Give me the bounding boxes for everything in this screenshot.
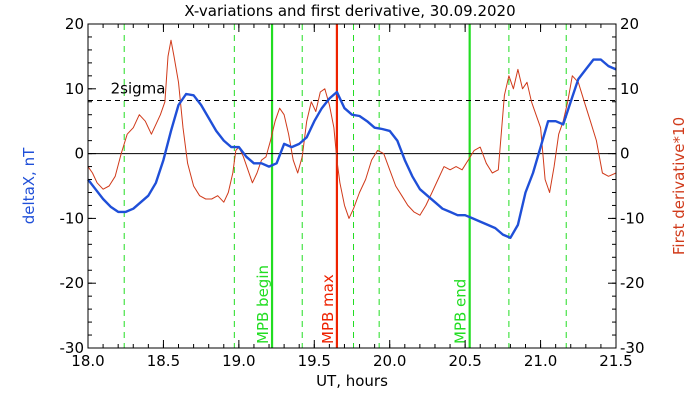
y-axis-right-label: First derivative*10 [670, 117, 688, 255]
x-tick-label: 20.5 [448, 352, 481, 370]
marker-label: MPB begin [254, 265, 272, 344]
chart-title: X-variations and first derivative, 30.09… [184, 2, 515, 20]
series-line-deltax [87, 58, 617, 240]
y-tick-label-left: 20 [65, 15, 84, 33]
y-tick-label-right: 10 [620, 80, 639, 98]
marker-label: MPB end [452, 279, 470, 344]
axis-ticks: 18.0 18.5 19.0 19.5 20.0 20.5 21.0 21.5-30 -30-2… [60, 15, 645, 370]
plot-frame [87, 23, 617, 349]
series-lines [87, 39, 617, 240]
y-tick-label-right: -20 [620, 274, 645, 292]
x-tick-label: 21.0 [524, 352, 557, 370]
y-tick-label-right: 0 [620, 145, 630, 163]
x-tick-label: 18.0 [71, 352, 104, 370]
x-tick-label: 19.5 [298, 352, 331, 370]
y-tick-label-right: -10 [620, 209, 645, 227]
y-tick-label-left: 0 [74, 145, 84, 163]
y-tick-label-right: -30 [620, 339, 645, 357]
marker-label: MPB max [319, 274, 337, 344]
x-tick-label: 18.5 [147, 352, 180, 370]
y-tick-label-left: -10 [60, 209, 85, 227]
x-tick-label: 20.0 [373, 352, 406, 370]
y-axis-left-label: deltaX, nT [20, 147, 38, 224]
y-tick-label-left: -20 [60, 274, 85, 292]
y-tick-label-right: 20 [620, 15, 639, 33]
x-tick-label: 19.0 [222, 352, 255, 370]
x-axis-label: UT, hours [316, 372, 388, 390]
vertical-lines: MPB begin MPB max MPB end [88, 24, 616, 348]
y-tick-label-left: -30 [60, 339, 85, 357]
threshold-label: 2sigma [111, 79, 166, 97]
x-tick-label: 21.5 [599, 352, 632, 370]
y-tick-label-left: 10 [65, 80, 84, 98]
series-line-derivative [87, 39, 617, 219]
